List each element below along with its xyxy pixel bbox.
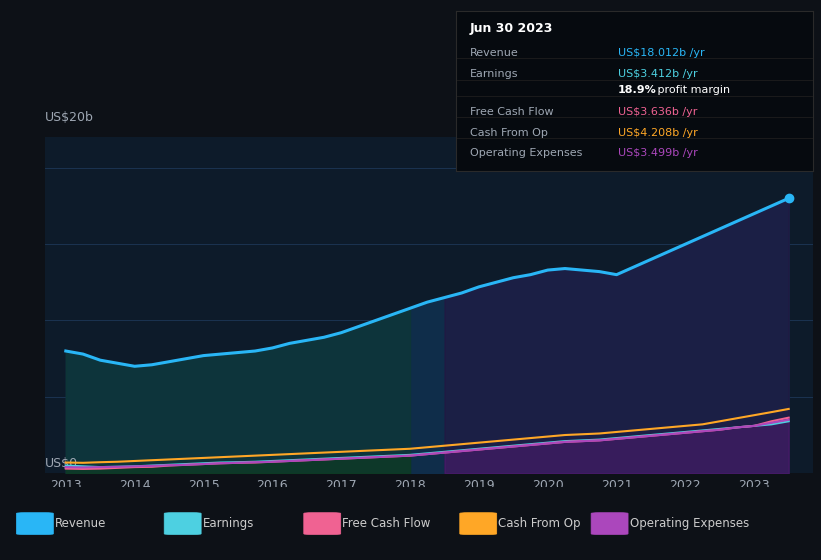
- Text: Cash From Op: Cash From Op: [470, 128, 548, 138]
- Text: Jun 30 2023: Jun 30 2023: [470, 22, 553, 35]
- Text: US$4.208b /yr: US$4.208b /yr: [618, 128, 698, 138]
- Text: Free Cash Flow: Free Cash Flow: [470, 107, 553, 117]
- FancyBboxPatch shape: [304, 513, 341, 534]
- Text: US$18.012b /yr: US$18.012b /yr: [618, 48, 704, 58]
- Text: US$3.499b /yr: US$3.499b /yr: [618, 148, 698, 158]
- Text: US$3.412b /yr: US$3.412b /yr: [618, 69, 698, 80]
- Text: Free Cash Flow: Free Cash Flow: [342, 517, 431, 530]
- Text: Operating Expenses: Operating Expenses: [470, 148, 582, 158]
- FancyBboxPatch shape: [591, 513, 628, 534]
- Text: Earnings: Earnings: [470, 69, 518, 80]
- Text: Revenue: Revenue: [55, 517, 107, 530]
- FancyBboxPatch shape: [16, 513, 53, 534]
- Text: Revenue: Revenue: [470, 48, 519, 58]
- FancyBboxPatch shape: [164, 513, 201, 534]
- Text: US$3.636b /yr: US$3.636b /yr: [618, 107, 698, 117]
- Text: Operating Expenses: Operating Expenses: [630, 517, 749, 530]
- FancyBboxPatch shape: [460, 513, 497, 534]
- Text: profit margin: profit margin: [654, 86, 730, 95]
- Text: Earnings: Earnings: [203, 517, 255, 530]
- Text: US$20b: US$20b: [45, 111, 94, 124]
- Text: 18.9%: 18.9%: [618, 86, 657, 95]
- Text: US$0: US$0: [45, 457, 78, 470]
- Text: Cash From Op: Cash From Op: [498, 517, 580, 530]
